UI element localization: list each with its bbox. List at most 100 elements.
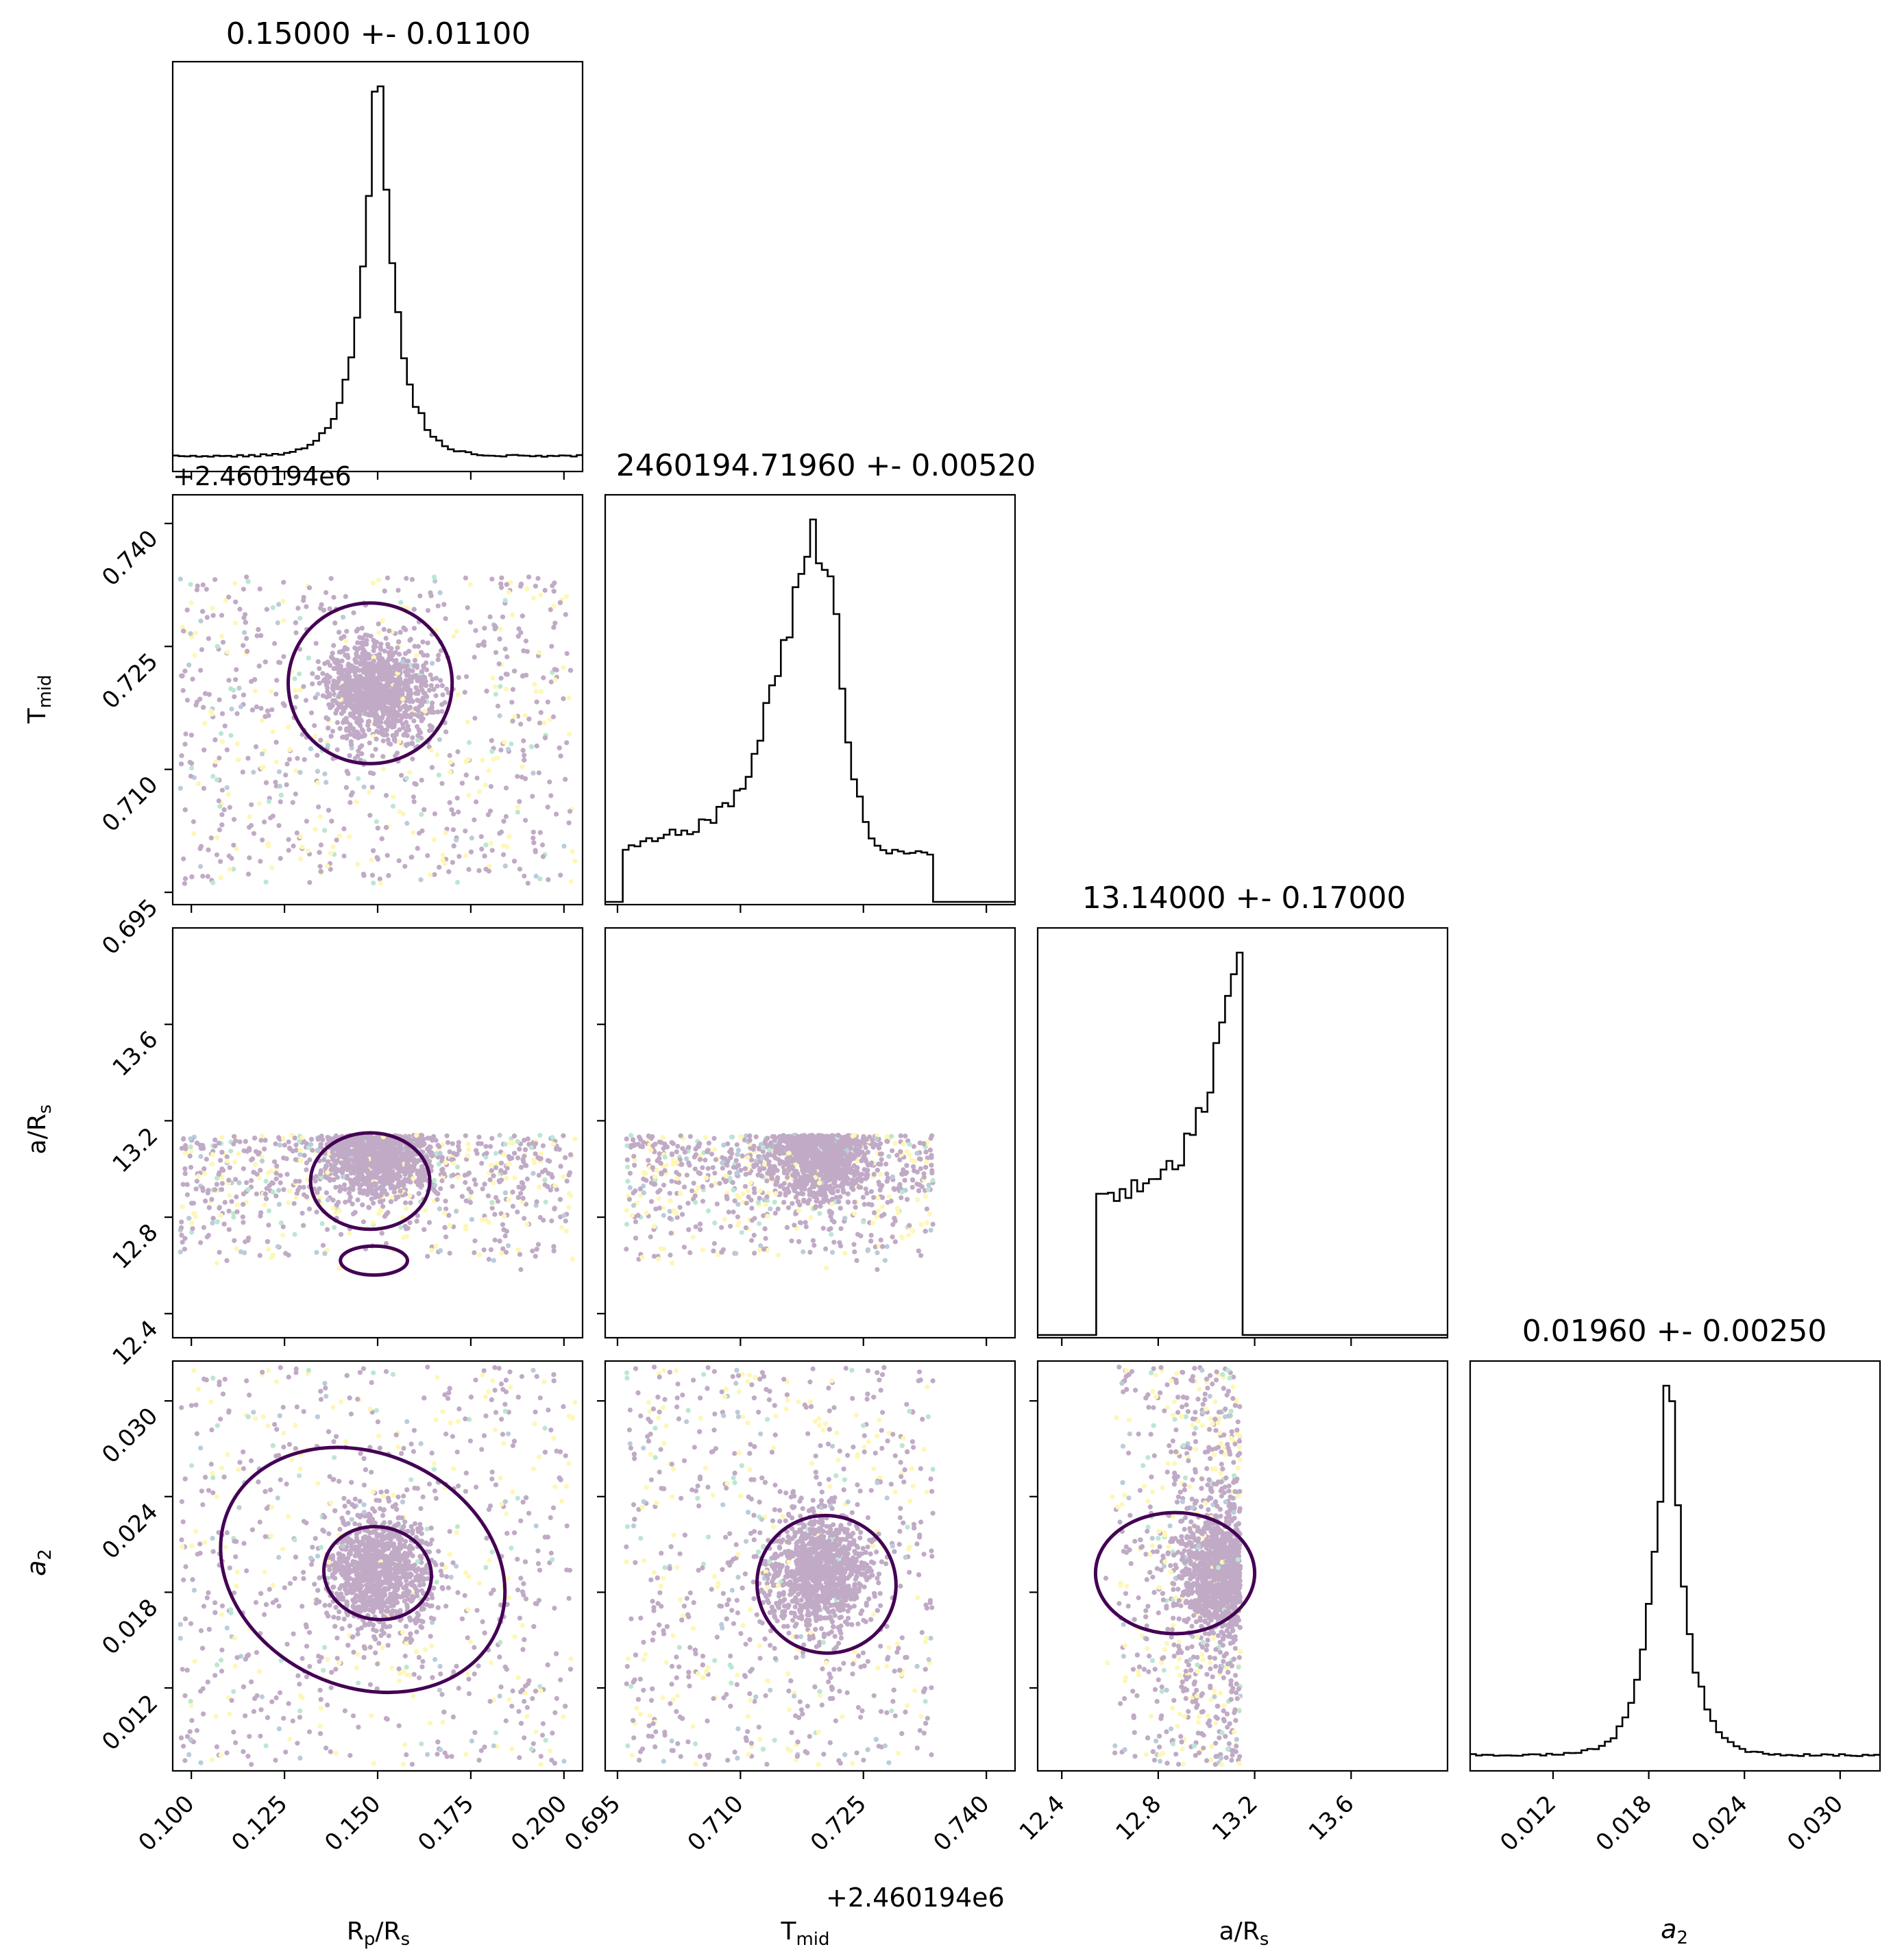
scatter-point <box>404 684 409 689</box>
scatter-point <box>480 641 485 647</box>
scatter-point <box>411 607 417 612</box>
scatter-point <box>218 875 223 881</box>
scatter-point <box>238 704 243 709</box>
scatter-point <box>357 1166 363 1171</box>
scatter-point <box>501 852 506 857</box>
scatter-point <box>398 1188 403 1194</box>
scatter-point <box>188 631 193 637</box>
scatter-point <box>341 1182 347 1188</box>
scatter-point <box>362 1146 367 1151</box>
scatter-point <box>219 812 225 818</box>
scatter-point <box>371 685 377 690</box>
scatter-point <box>483 842 489 848</box>
scatter-point <box>401 657 406 662</box>
scatter-point <box>408 1200 413 1205</box>
scatter-point <box>449 807 454 813</box>
scatter-point <box>347 1231 352 1236</box>
scatter-point <box>314 1249 319 1255</box>
scatter-point <box>504 687 509 692</box>
scatter-point <box>437 1248 443 1253</box>
scatter-point <box>561 1212 567 1218</box>
scatter-point <box>733 1157 739 1163</box>
scatter-point <box>515 713 521 719</box>
scatter-point <box>224 747 230 752</box>
scatter-point <box>328 703 333 709</box>
scatter-point <box>517 1147 522 1152</box>
scatter-point <box>361 1219 367 1225</box>
scatter-point <box>382 588 387 594</box>
scatter-point <box>533 873 539 879</box>
scatter-point <box>391 1189 397 1195</box>
scatter-point <box>408 678 413 684</box>
scatter-point <box>278 1180 283 1186</box>
scatter-point <box>353 1151 358 1157</box>
scatter-point <box>325 689 330 694</box>
scatter-point <box>201 785 206 791</box>
scatter-point <box>193 630 199 636</box>
scatter-point <box>219 1187 225 1192</box>
scatter-point <box>297 1157 303 1163</box>
scatter-point <box>294 830 300 835</box>
scatter-point <box>450 1173 456 1178</box>
scatter-point <box>498 1168 504 1173</box>
scatter-point <box>247 814 252 820</box>
scatter-point <box>354 676 359 683</box>
scatter-point <box>524 1176 530 1181</box>
scatter-point <box>512 714 517 720</box>
scatter-point <box>277 1142 282 1148</box>
scatter-point <box>426 1220 432 1225</box>
scatter-point <box>218 1157 223 1163</box>
scatter-point <box>227 1165 232 1171</box>
scatter-point <box>387 700 393 706</box>
scatter-point <box>463 1179 468 1186</box>
scatter-point <box>504 1175 509 1181</box>
scatter-point <box>429 704 435 710</box>
scatter-point <box>375 825 380 831</box>
scatter-point <box>319 1221 325 1227</box>
scatter-point <box>198 667 204 673</box>
scatter-point <box>293 694 299 700</box>
scatter-point <box>365 1168 371 1173</box>
scatter-point <box>241 615 247 621</box>
scatter-point <box>483 866 489 872</box>
scatter-point <box>320 671 326 676</box>
scatter-point <box>376 661 382 667</box>
scatter-point <box>930 1221 936 1227</box>
scatter-point <box>372 694 378 699</box>
scatter-point <box>341 1144 347 1150</box>
scatter-point <box>414 676 419 681</box>
scatter-point <box>503 785 509 791</box>
scatter-point <box>396 685 402 690</box>
scatter-point <box>241 587 246 592</box>
scatter-point <box>482 626 487 631</box>
scatter-point <box>249 802 254 807</box>
scatter-point <box>411 1176 416 1181</box>
scatter-point <box>398 600 404 605</box>
scatter-point <box>361 733 367 739</box>
scatter-point <box>390 717 395 722</box>
scatter-point <box>360 1136 365 1142</box>
scatter-point <box>365 1175 370 1180</box>
scatter-point <box>624 1247 629 1252</box>
scatter-point <box>803 1224 809 1229</box>
scatter-point <box>554 811 559 817</box>
scatter-point <box>219 1166 225 1172</box>
scatter-point <box>232 1159 238 1165</box>
scatter-point <box>502 1233 508 1239</box>
scatter-point <box>425 640 430 646</box>
scatter-point <box>518 1266 524 1273</box>
scatter-point <box>324 590 329 596</box>
scatter-point <box>674 1149 679 1155</box>
scatter-point <box>187 1153 193 1159</box>
scatter-point <box>483 783 489 788</box>
scatter-point <box>343 638 349 644</box>
scatter-point <box>219 1175 225 1181</box>
scatter-point <box>355 715 361 721</box>
scatter-point <box>376 1155 382 1160</box>
scatter-point <box>545 1184 550 1190</box>
scatter-point <box>490 675 496 681</box>
scatter-point <box>242 630 247 635</box>
scatter-point <box>407 676 413 682</box>
scatter-point <box>352 670 358 675</box>
scatter-point <box>465 757 471 762</box>
